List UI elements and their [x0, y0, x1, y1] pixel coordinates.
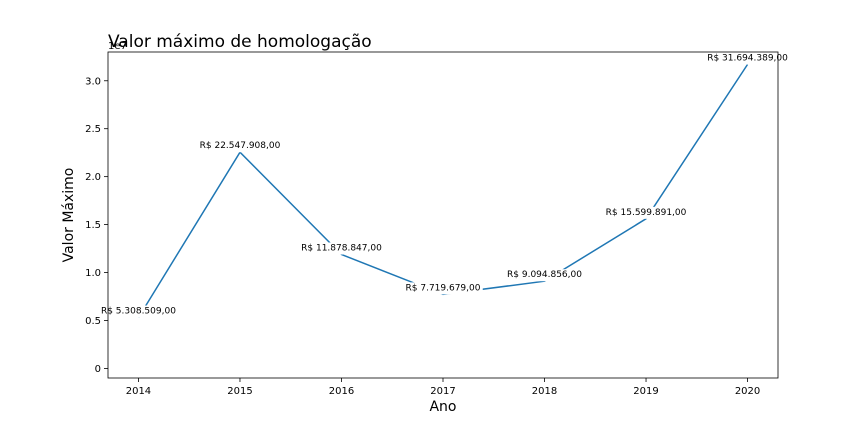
data-label: R$ 31.694.389,00: [705, 52, 791, 65]
y-axis-label: Valor Máximo: [61, 168, 77, 263]
data-label-background: [197, 140, 283, 153]
x-tick-label: 2018: [532, 386, 557, 397]
svg-text:R$ 11.878.847,00: R$ 11.878.847,00: [301, 244, 382, 254]
x-tick-label: 2014: [126, 386, 151, 397]
svg-text:R$ 22.547.908,00: R$ 22.547.908,00: [200, 141, 281, 151]
data-label: R$ 11.878.847,00: [299, 242, 385, 255]
data-label-background: [603, 206, 689, 219]
data-label: R$ 9.094.856,00: [505, 269, 585, 282]
svg-text:R$ 7.719.679,00: R$ 7.719.679,00: [406, 283, 481, 293]
y-tick-label: 2.5: [85, 124, 101, 135]
data-label: R$ 15.599.891,00: [603, 206, 689, 219]
data-labels-layer: R$ 5.308.509,00 R$ 22.547.908,00 R$ 11.878…: [98, 52, 791, 318]
y-tick-label: 3.0: [85, 76, 101, 87]
data-label: R$ 5.308.509,00: [98, 305, 179, 318]
x-tick-label: 2020: [735, 386, 760, 397]
y-tick-label: 1.5: [85, 220, 101, 231]
x-tick-label: 2019: [633, 386, 658, 397]
y-tick-label: 1.0: [85, 268, 101, 279]
data-label: R$ 22.547.908,00: [197, 140, 283, 153]
data-label-background: [299, 242, 385, 255]
data-label-background: [505, 269, 585, 282]
svg-text:R$ 15.599.891,00: R$ 15.599.891,00: [606, 208, 687, 218]
y-tick-label: 2.0: [85, 172, 101, 183]
svg-text:R$ 9.094.856,00: R$ 9.094.856,00: [507, 270, 582, 280]
svg-text:R$ 5.308.509,00: R$ 5.308.509,00: [101, 307, 176, 317]
y-offset-label: 1e7: [108, 41, 127, 52]
x-axis-label: Ano: [429, 399, 456, 415]
svg-text:R$ 31.694.389,00: R$ 31.694.389,00: [707, 54, 788, 64]
data-label-background: [403, 282, 483, 295]
data-label-background: [98, 305, 179, 318]
chart-title: Valor máximo de homologação: [108, 32, 372, 52]
x-axis: 2014 2015 2016 2017 2018 2019 2020: [126, 378, 760, 397]
x-tick-label: 2015: [227, 386, 252, 397]
y-tick-label: 0: [95, 364, 101, 375]
x-tick-label: 2017: [430, 386, 455, 397]
y-tick-label: 0.5: [85, 316, 101, 327]
data-label: R$ 7.719.679,00: [403, 282, 483, 295]
x-tick-label: 2016: [329, 386, 354, 397]
y-axis: 0 0.5 1.0 1.5 2.0 2.5 3.0: [85, 76, 108, 375]
data-label-background: [705, 52, 791, 65]
